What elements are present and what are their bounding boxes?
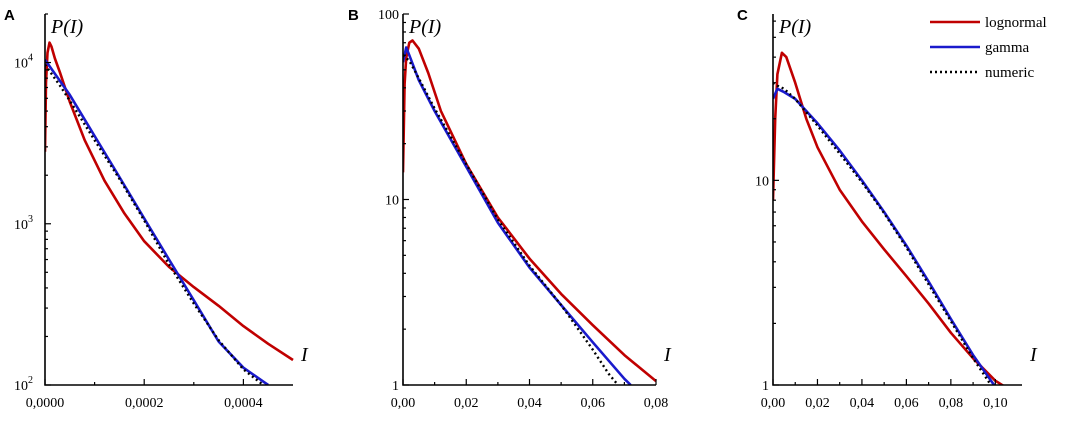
x-axis-title: I [1029,344,1038,366]
series-numeric-line [45,64,264,385]
legend: lognormal gamma numeric [930,15,1047,81]
x-tick-label: 0,02 [454,396,479,411]
x-tick-label: 0,04 [517,396,542,411]
x-tick-label: 0,00 [391,396,416,411]
axes [402,14,656,386]
y-tick-label: 102 [14,375,33,394]
x-axis-title: I [300,344,309,366]
y-tick-label: 1 [762,379,769,394]
legend-label-gamma: gamma [985,40,1029,56]
y-tick-label: 10 [385,194,399,209]
y-tick-label: 10 [755,174,769,189]
y-tick-label: 1 [392,379,399,394]
panel-label-b: B [348,7,359,24]
panel-label-a: A [4,7,15,24]
x-tick-label: 0,0002 [125,396,164,411]
series-gamma-line [773,87,996,385]
legend-label-numeric: numeric [985,65,1034,81]
y-axis-title: P(I) [50,16,84,38]
panel-c: C 1 10 0,00 0,02 0,04 0,06 0,08 0,10 P(I) I [737,7,1038,411]
y-tick-label: 104 [14,53,33,72]
y-axis-title: P(I) [778,16,812,38]
y-tick-label: 103 [14,214,33,233]
x-tick-label: 0,0004 [224,396,263,411]
series-lognormal-line [45,41,294,362]
x-tick-label: 0,02 [805,396,830,411]
x-axis-title: I [663,344,672,366]
series-gamma-line [45,59,269,385]
plot-c: 1 10 0,00 0,02 0,04 0,06 0,08 0,10 P(I) I [755,14,1038,411]
x-tick-label: 0,08 [644,396,669,411]
series-lognormal-line [403,39,657,383]
x-tick-label: 0,0000 [26,396,65,411]
x-tick-label: 0,00 [761,396,786,411]
x-tick-label: 0,10 [983,396,1008,411]
x-tick-label: 0,06 [581,396,606,411]
series-numeric-line [403,54,619,385]
plot-b: 1 10 100 0,00 0,02 0,04 0,06 0,08 P(I) I [378,8,672,411]
y-tick-label: 100 [378,8,399,23]
panel-b: B 1 10 100 0,00 0,02 0,04 0,06 0,08 P(I) I [348,7,672,411]
axes [44,14,293,386]
panel-a: A 102 103 104 0,0000 0,0002 0,0004 P(I) I [4,7,309,411]
series-lognormal-line [773,51,1005,385]
x-tick-label: 0,08 [939,396,964,411]
x-tick-label: 0,04 [850,396,875,411]
series-gamma-line [403,46,632,385]
x-tick-label: 0,06 [894,396,919,411]
y-axis-title: P(I) [408,16,442,38]
legend-label-lognormal: lognormal [985,15,1047,31]
plot-a: 102 103 104 0,0000 0,0002 0,0004 P(I) I [14,13,309,411]
panel-label-c: C [737,7,748,24]
